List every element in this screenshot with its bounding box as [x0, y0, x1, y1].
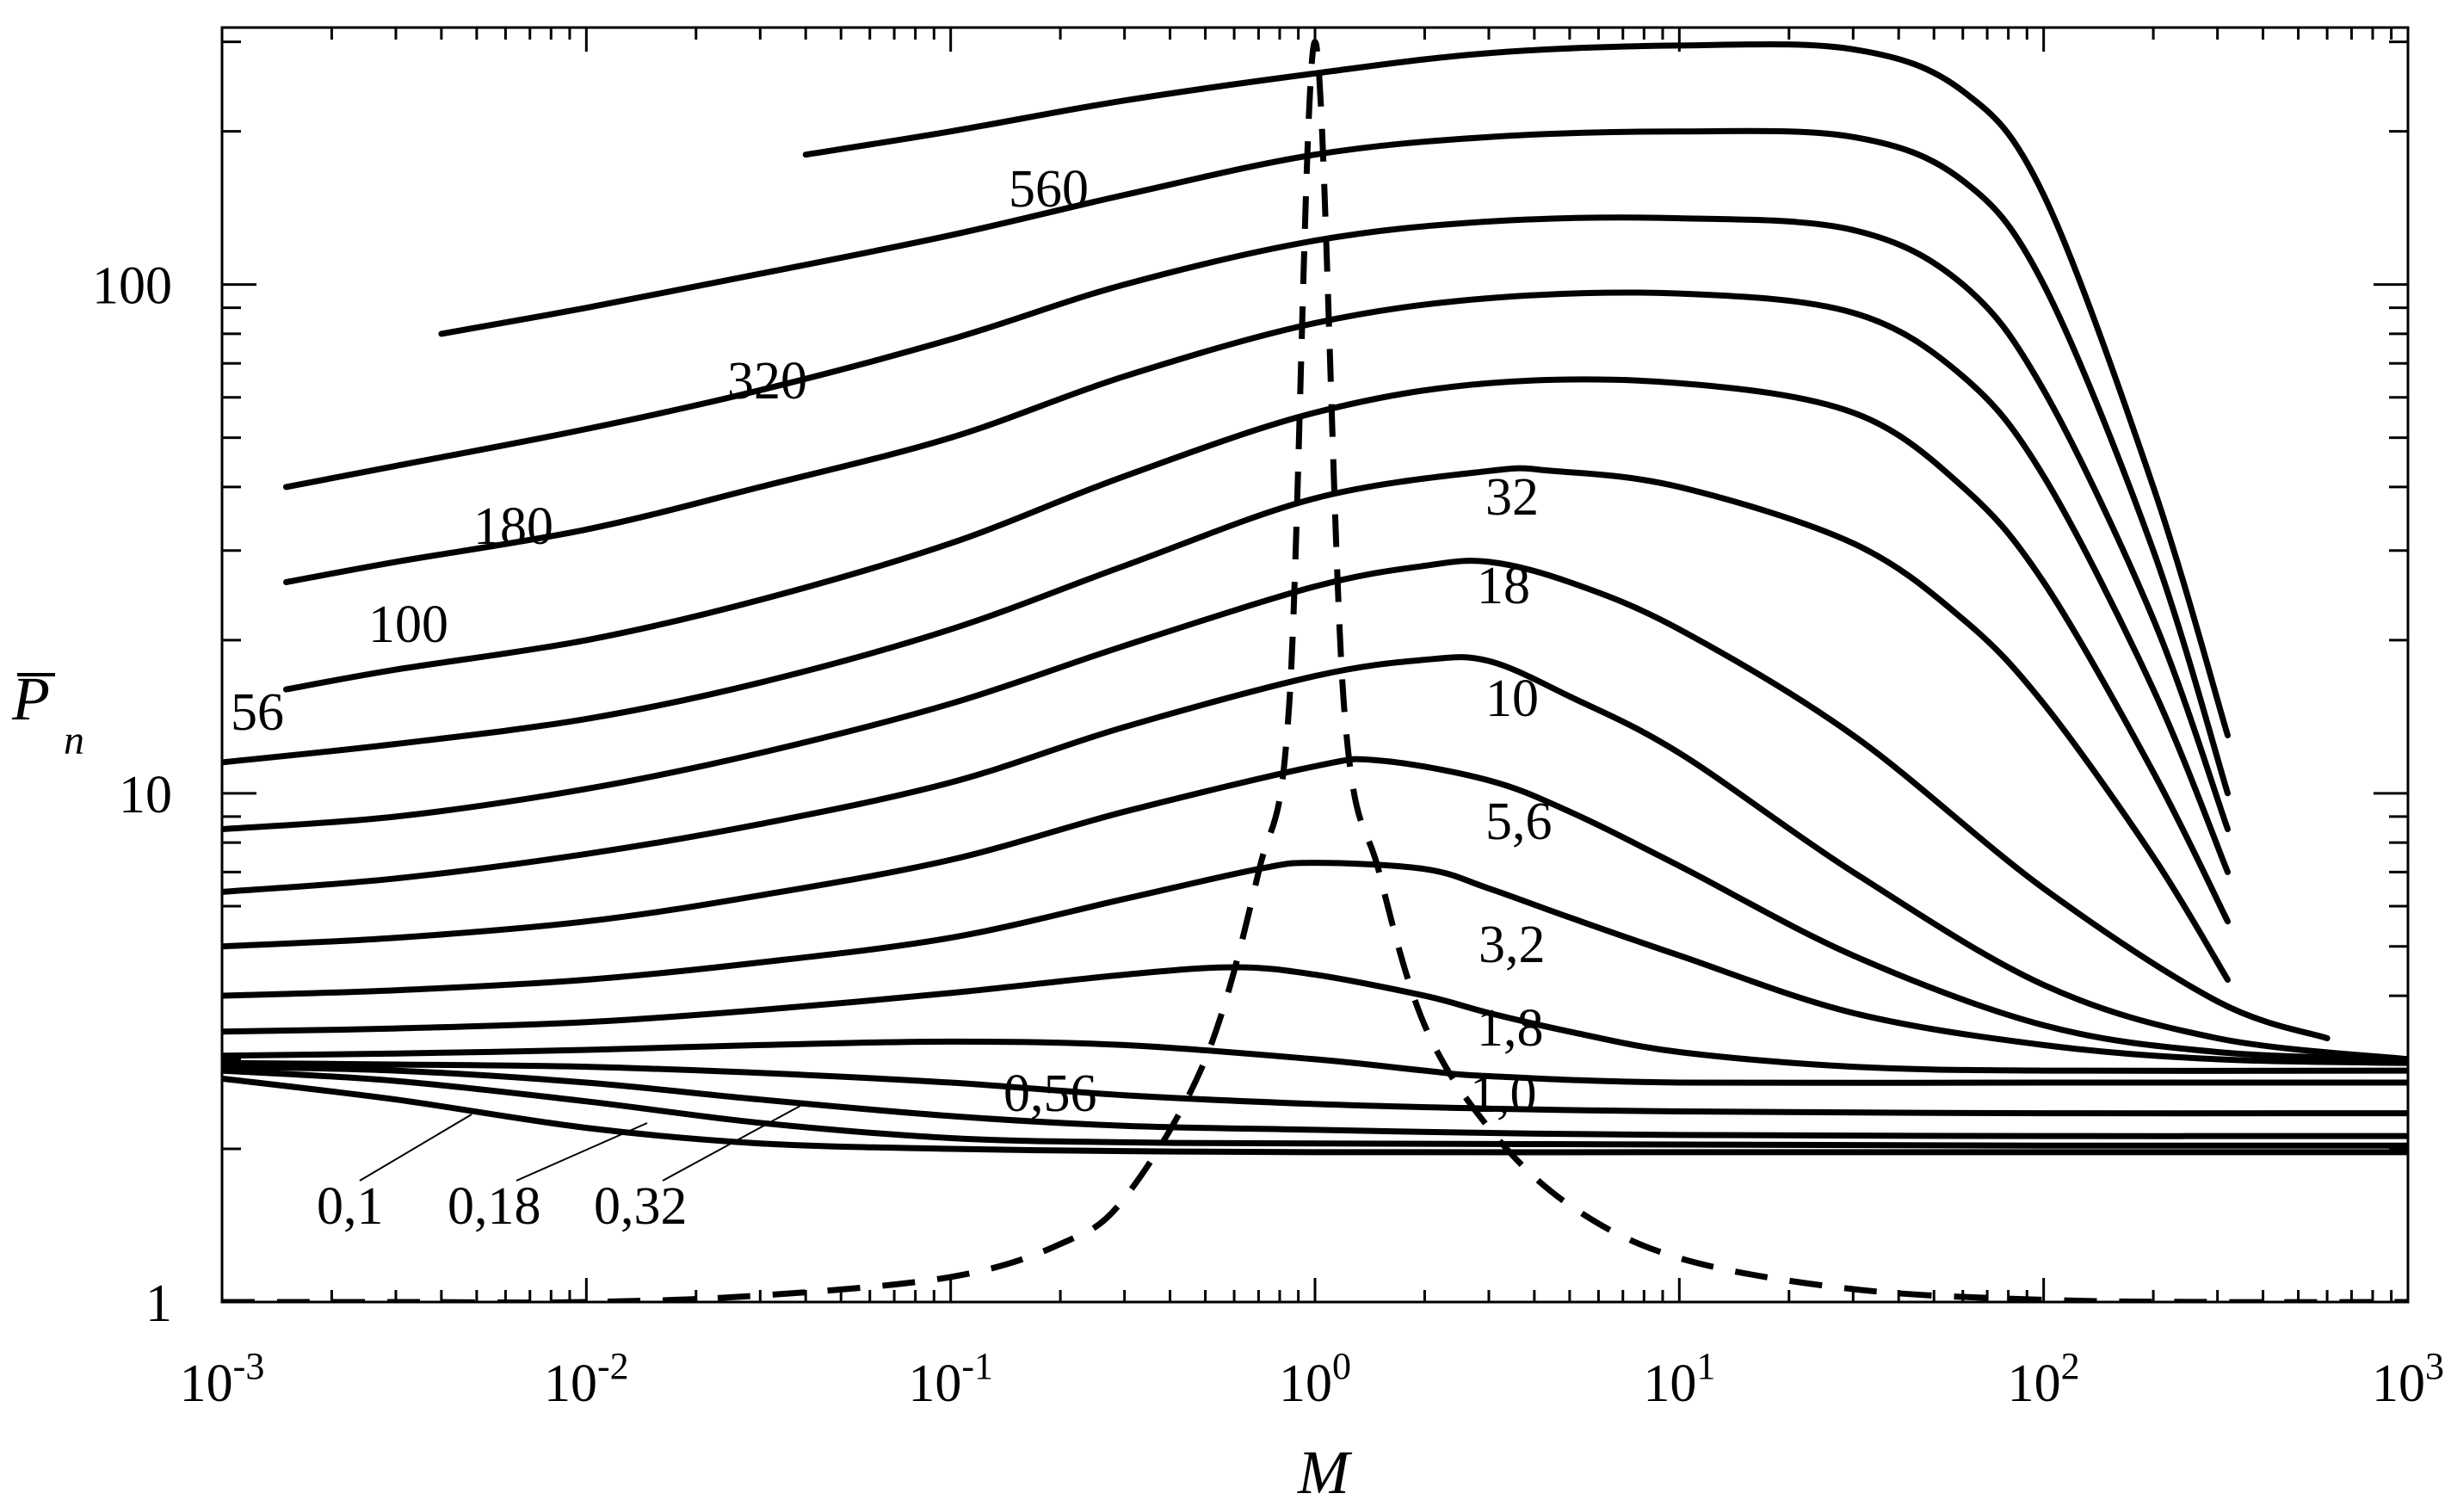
curve-label-0-1: 0,1	[317, 1177, 384, 1236]
series-curve-320	[438, 127, 2231, 797]
x-tick-label: 103	[2372, 1345, 2444, 1413]
curve-label-32: 32	[1485, 468, 1539, 527]
series-curve-0-1	[222, 1075, 2408, 1156]
series-curve-180	[283, 214, 2231, 832]
curve-label-0-18: 0,18	[448, 1177, 541, 1236]
series-curve-56	[283, 376, 2231, 925]
x-axis-title: M	[1297, 1438, 1353, 1507]
curve-label-leader	[359, 1114, 472, 1182]
series-curve-1-8	[222, 964, 2408, 1074]
series-curve-5-6	[222, 756, 2408, 1063]
curve-label-560: 560	[1009, 160, 1089, 219]
curve-label-3-2: 3,2	[1479, 916, 1546, 974]
series-curve-18	[222, 558, 2331, 1041]
curve-label-leader	[516, 1122, 648, 1182]
series-curve-100	[283, 289, 2231, 875]
curve-label-10: 10	[1485, 670, 1539, 728]
series-curve-0-32	[222, 1064, 2408, 1139]
curve-label-leader	[662, 1105, 801, 1182]
series-curve-3-2	[222, 860, 2408, 1066]
y-tick-label: 100	[92, 257, 172, 316]
curve-label-320: 320	[727, 352, 807, 410]
series-curve-10	[222, 654, 2408, 1063]
axes-layer	[220, 26, 2410, 1304]
series-curve-0-18	[222, 1067, 2408, 1149]
curve-label-0-32: 0,32	[594, 1177, 688, 1236]
series-curve-1-0	[222, 1038, 2408, 1087]
curve-label-1-8: 1,8	[1477, 999, 1544, 1058]
series-curve-0-56	[222, 1059, 2408, 1117]
x-tick-label: 100	[1279, 1345, 1351, 1413]
labels-layer: 10-3 10-2 10-1 100 101 102 103 1 10 100 M Pn 560 320 1…	[11, 160, 2444, 1507]
y-tick-label: 10	[119, 766, 172, 824]
curve-label-56: 56	[231, 683, 284, 742]
y-tick-label: 1	[145, 1274, 172, 1333]
x-tick-label: 10-3	[180, 1345, 265, 1413]
curve-label-1-0: 1,0	[1470, 1065, 1537, 1124]
x-tick-label: 101	[1643, 1345, 1715, 1413]
x-tick-label: 102	[2008, 1345, 2080, 1413]
curve-label-100: 100	[368, 596, 448, 654]
curve-label-0-56: 0,56	[1003, 1065, 1097, 1123]
curve-label-180: 180	[473, 497, 553, 556]
curve-label-18: 18	[1477, 557, 1530, 615]
curves-layer	[222, 39, 2408, 1302]
x-tick-label: 10-2	[544, 1345, 629, 1413]
y-axis-title: Pn	[11, 664, 84, 763]
x-tick-label: 10-1	[908, 1345, 993, 1413]
series-curve-32	[222, 465, 2231, 983]
series-curve-560	[802, 40, 2231, 738]
curve-label-5-6: 5,6	[1485, 793, 1553, 851]
